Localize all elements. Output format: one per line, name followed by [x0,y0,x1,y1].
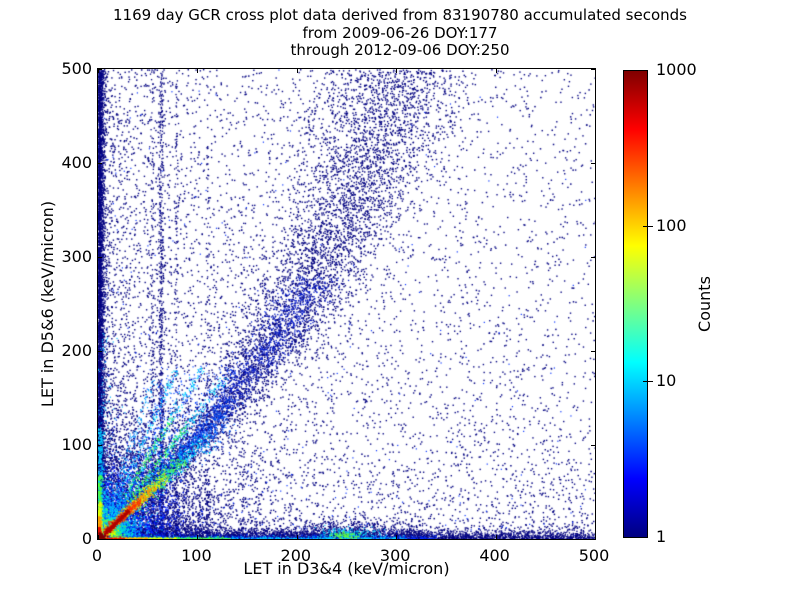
title-line-3: through 2012-09-06 DOY:250 [290,41,510,59]
tick-mark [591,445,595,446]
x-axis-label: LET in D3&4 (keV/micron) [243,559,450,578]
tick-mark [98,351,102,352]
tick-mark [98,535,99,539]
tick-mark [595,69,596,73]
x-tick-label: 200 [280,546,312,565]
colorbar-tick-mark [643,381,653,383]
tick-mark [591,163,595,164]
tick-mark [591,351,595,352]
tick-mark [98,69,99,73]
colorbar-label: Counts [695,276,714,332]
y-tick-label: 200 [61,341,92,360]
plot-area [97,68,596,540]
y-tick-label: 400 [61,153,92,172]
tick-mark [98,445,102,446]
tick-mark [98,69,102,70]
tick-mark [591,539,595,540]
tick-mark [396,69,398,73]
tick-mark [591,69,595,70]
tick-mark [495,535,497,539]
x-tick-label: 400 [479,546,510,565]
tick-mark [591,257,595,258]
tick-mark [296,535,298,539]
chart-title: 1169 day GCR cross plot data derived fro… [0,6,800,60]
tick-mark [495,69,497,73]
tick-mark [396,535,398,539]
tick-mark [98,539,102,540]
x-tick-label: 0 [91,546,103,565]
title-line-1: 1169 day GCR cross plot data derived fro… [113,6,687,24]
x-tick-label: 100 [181,546,212,565]
y-tick-label: 0 [81,529,92,548]
colorbar-tick-label: 100 [656,215,687,235]
colorbar-tick-label: 1000 [656,60,697,79]
tick-mark [595,535,596,539]
y-tick-label: 500 [61,59,92,78]
tick-mark [98,163,102,164]
tick-mark [197,69,199,73]
title-line-2: from 2009-06-26 DOY:177 [302,23,498,42]
tick-mark [197,535,199,539]
y-tick-label: 300 [61,247,92,266]
colorbar-tick-label: 1 [656,527,667,546]
density-scatter-canvas [98,69,595,539]
colorbar-tick-mark [643,225,653,227]
x-tick-label: 300 [379,546,411,565]
y-axis-label: LET in D5&6 (keV/micron) [38,200,57,408]
y-tick-label: 100 [61,435,92,454]
tick-mark [98,257,102,258]
colorbar [623,70,648,538]
colorbar-tick-label: 10 [656,371,677,391]
tick-mark [296,69,298,73]
x-tick-label: 500 [578,546,610,565]
